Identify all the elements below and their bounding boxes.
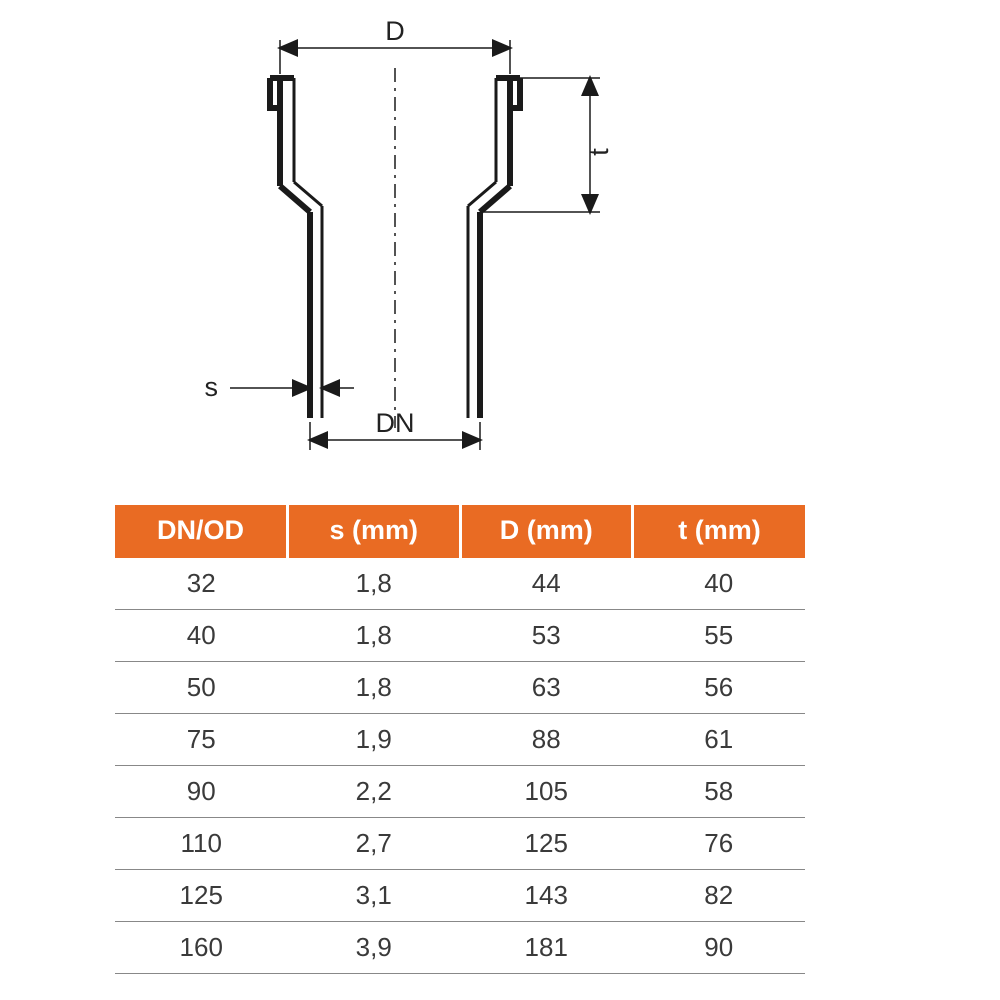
table-cell: 76	[633, 818, 806, 870]
dimensions-table: DN/ODs (mm)D (mm)t (mm) 321,84440401,853…	[115, 505, 805, 974]
table-row: 902,210558	[115, 766, 805, 818]
table-row: 321,84440	[115, 558, 805, 610]
table-cell: 2,2	[288, 766, 461, 818]
table-cell: 90	[115, 766, 288, 818]
table-cell: 53	[460, 610, 633, 662]
table-cell: 160	[115, 922, 288, 974]
label-s: s	[205, 372, 219, 402]
table-cell: 50	[115, 662, 288, 714]
table-cell: 125	[115, 870, 288, 922]
table-cell: 1,8	[288, 558, 461, 610]
table-cell: 3,1	[288, 870, 461, 922]
table-cell: 1,8	[288, 662, 461, 714]
table-cell: 3,9	[288, 922, 461, 974]
table-cell: 56	[633, 662, 806, 714]
table-row: 1253,114382	[115, 870, 805, 922]
table-cell: 1,8	[288, 610, 461, 662]
table-row: 751,98861	[115, 714, 805, 766]
table-row: 401,85355	[115, 610, 805, 662]
table-header-cell: s (mm)	[288, 505, 461, 558]
table-cell: 32	[115, 558, 288, 610]
table-cell: 82	[633, 870, 806, 922]
table-row: 1603,918190	[115, 922, 805, 974]
table-cell: 88	[460, 714, 633, 766]
table-cell: 55	[633, 610, 806, 662]
table-header-row: DN/ODs (mm)D (mm)t (mm)	[115, 505, 805, 558]
label-dn: DN	[376, 408, 415, 438]
table-cell: 44	[460, 558, 633, 610]
table-cell: 58	[633, 766, 806, 818]
table-header-cell: DN/OD	[115, 505, 288, 558]
table-cell: 181	[460, 922, 633, 974]
table-cell: 63	[460, 662, 633, 714]
table-cell: 143	[460, 870, 633, 922]
table-cell: 40	[115, 610, 288, 662]
table-row: 1102,712576	[115, 818, 805, 870]
table-cell: 125	[460, 818, 633, 870]
table-cell: 105	[460, 766, 633, 818]
table-header-cell: D (mm)	[460, 505, 633, 558]
pipe-svg: D t DN s	[170, 18, 730, 458]
dimensions-table-container: DN/ODs (mm)D (mm)t (mm) 321,84440401,853…	[115, 505, 805, 974]
table-row: 501,86356	[115, 662, 805, 714]
table-cell: 110	[115, 818, 288, 870]
label-d: D	[385, 18, 405, 46]
table-header-cell: t (mm)	[633, 505, 806, 558]
table-cell: 90	[633, 922, 806, 974]
table-cell: 75	[115, 714, 288, 766]
pipe-diagram: D t DN s	[170, 18, 730, 458]
table-cell: 61	[633, 714, 806, 766]
table-cell: 40	[633, 558, 806, 610]
table-cell: 2,7	[288, 818, 461, 870]
table-cell: 1,9	[288, 714, 461, 766]
label-t: t	[584, 148, 614, 156]
